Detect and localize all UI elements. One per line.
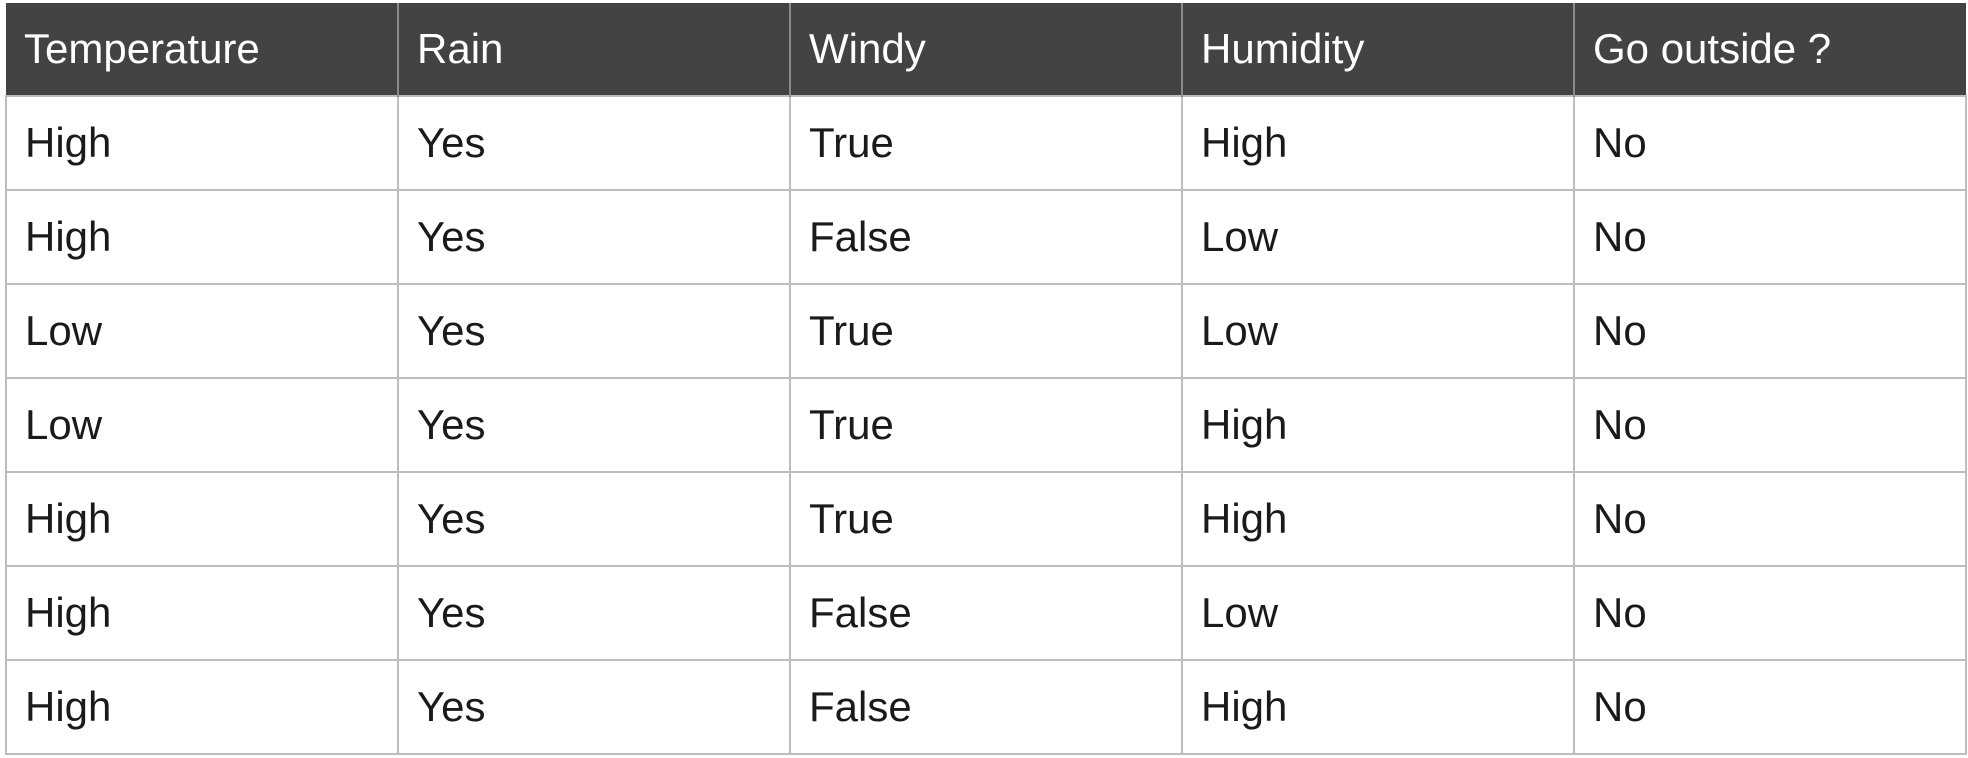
- cell-windy: False: [789, 565, 1183, 661]
- cell-temperature: High: [5, 189, 399, 285]
- header-humidity: Humidity: [1182, 3, 1575, 96]
- header-row: Temperature Rain Windy Humidity Go outsi…: [6, 3, 1966, 96]
- cell-rain: Yes: [397, 377, 791, 473]
- cell-temperature: High: [5, 471, 399, 567]
- table-row: Low Yes True Low No: [5, 283, 1967, 379]
- cell-go-outside: No: [1573, 283, 1967, 379]
- cell-go-outside: No: [1573, 659, 1967, 755]
- table-row: Low Yes True High No: [5, 377, 1967, 473]
- cell-go-outside: No: [1573, 189, 1967, 285]
- header-windy: Windy: [790, 3, 1183, 96]
- cell-rain: Yes: [397, 565, 791, 661]
- cell-rain: Yes: [397, 659, 791, 755]
- cell-temperature: Low: [5, 377, 399, 473]
- cell-windy: False: [789, 659, 1183, 755]
- cell-go-outside: No: [1573, 565, 1967, 661]
- cell-humidity: Low: [1181, 283, 1575, 379]
- cell-rain: Yes: [397, 95, 791, 191]
- cell-windy: True: [789, 377, 1183, 473]
- cell-humidity: High: [1181, 95, 1575, 191]
- data-table: Temperature Rain Windy Humidity Go outsi…: [5, 3, 1967, 755]
- cell-temperature: High: [5, 659, 399, 755]
- table-body: High Yes True High No High Yes False Low No Low Yes…: [5, 95, 1967, 755]
- cell-humidity: High: [1181, 659, 1575, 755]
- cell-go-outside: No: [1573, 471, 1967, 567]
- cell-temperature: Low: [5, 283, 399, 379]
- cell-windy: True: [789, 95, 1183, 191]
- cell-humidity: Low: [1181, 189, 1575, 285]
- cell-rain: Yes: [397, 471, 791, 567]
- table-row: High Yes False Low No: [5, 189, 1967, 285]
- cell-windy: True: [789, 471, 1183, 567]
- table-row: High Yes False High No: [5, 659, 1967, 755]
- cell-humidity: Low: [1181, 565, 1575, 661]
- header-go-outside: Go outside ?: [1574, 3, 1966, 96]
- cell-go-outside: No: [1573, 95, 1967, 191]
- cell-temperature: High: [5, 95, 399, 191]
- cell-humidity: High: [1181, 377, 1575, 473]
- cell-rain: Yes: [397, 189, 791, 285]
- header-rain: Rain: [398, 3, 791, 96]
- table-row: High Yes True High No: [5, 471, 1967, 567]
- cell-go-outside: No: [1573, 377, 1967, 473]
- header-temperature: Temperature: [6, 3, 399, 96]
- table-header: Temperature Rain Windy Humidity Go outsi…: [6, 3, 1966, 96]
- table-row: High Yes True High No: [5, 95, 1967, 191]
- cell-rain: Yes: [397, 283, 791, 379]
- cell-windy: True: [789, 283, 1183, 379]
- cell-windy: False: [789, 189, 1183, 285]
- cell-humidity: High: [1181, 471, 1575, 567]
- cell-temperature: High: [5, 565, 399, 661]
- table-row: High Yes False Low No: [5, 565, 1967, 661]
